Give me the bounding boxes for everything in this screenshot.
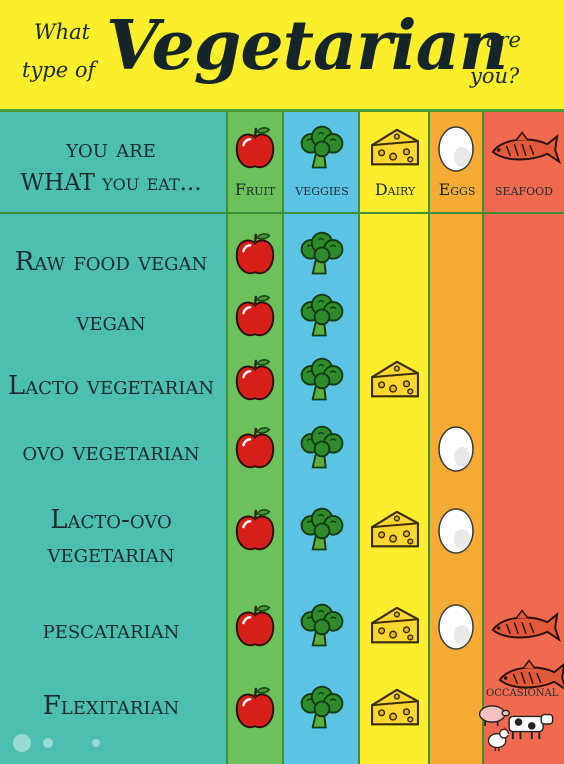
column-header-dairy: Dairy: [374, 180, 416, 199]
cheese-icon: [368, 126, 422, 174]
intro-line-1: you are: [66, 134, 156, 164]
broccoli-icon: [296, 602, 348, 654]
broccoli-icon: [296, 292, 348, 344]
title-type-of: type of: [22, 58, 96, 82]
row-label-lacto-ovo-line-1: Lacto-ovo: [50, 505, 172, 535]
seafood-occasional-note: occasional: [486, 684, 559, 700]
broccoli-icon: [296, 230, 348, 282]
broccoli-icon: [296, 124, 348, 176]
apple-icon: [231, 292, 279, 344]
cow-icon: [499, 707, 557, 745]
title-you: you?: [470, 64, 520, 88]
apple-icon: [231, 124, 279, 176]
row-label-vegan: vegan: [76, 307, 146, 337]
column-header-veggies: veggies: [295, 180, 349, 199]
row-label-flexitarian: Flexitarian: [42, 691, 180, 721]
fish-icon: [487, 128, 561, 172]
dairy-column: [360, 112, 430, 764]
header-divider: [0, 212, 564, 214]
seafood-column: [484, 112, 564, 764]
column-header-fruit: Fruit: [234, 180, 276, 199]
chicken-icon: [485, 725, 511, 755]
apple-icon: [231, 602, 279, 654]
egg-icon: [436, 601, 476, 655]
apple-icon: [231, 506, 279, 558]
row-label-lacto-ovo-line-2: vegetarian: [47, 539, 175, 569]
column-header-eggs: Eggs: [438, 180, 476, 199]
broccoli-icon: [296, 684, 348, 736]
apple-icon: [231, 684, 279, 736]
row-label-ovo-vegetarian: ovo vegetarian: [22, 437, 200, 467]
cheese-icon: [368, 604, 422, 652]
row-label-pescatarian: pescatarian: [42, 615, 180, 645]
row-label-raw-food-vegan: Raw food vegan: [14, 247, 208, 277]
apple-icon: [231, 230, 279, 282]
apple-icon: [231, 356, 279, 408]
egg-icon: [436, 123, 476, 177]
broccoli-icon: [296, 356, 348, 408]
page-title: Vegetarian: [106, 6, 508, 86]
intro-line-2: WHAT you eat...: [20, 170, 202, 196]
cheese-icon: [368, 686, 422, 734]
apple-icon: [231, 424, 279, 476]
title-banner: What type of Vegetarian are you?: [0, 0, 564, 112]
pig-icon: [476, 701, 512, 731]
fish-icon: [487, 606, 561, 650]
watermark-icon: [13, 734, 100, 752]
row-label-lacto-vegetarian: Lacto vegetarian: [7, 371, 215, 401]
broccoli-icon: [296, 424, 348, 476]
title-what: What: [34, 20, 91, 44]
broccoli-icon: [296, 506, 348, 558]
title-are: are: [486, 28, 521, 52]
column-header-seafood: seafood: [495, 180, 553, 199]
cheese-icon: [368, 508, 422, 556]
egg-icon: [436, 423, 476, 477]
egg-icon: [436, 505, 476, 559]
cheese-icon: [368, 358, 422, 406]
fish-icon: [494, 656, 564, 700]
